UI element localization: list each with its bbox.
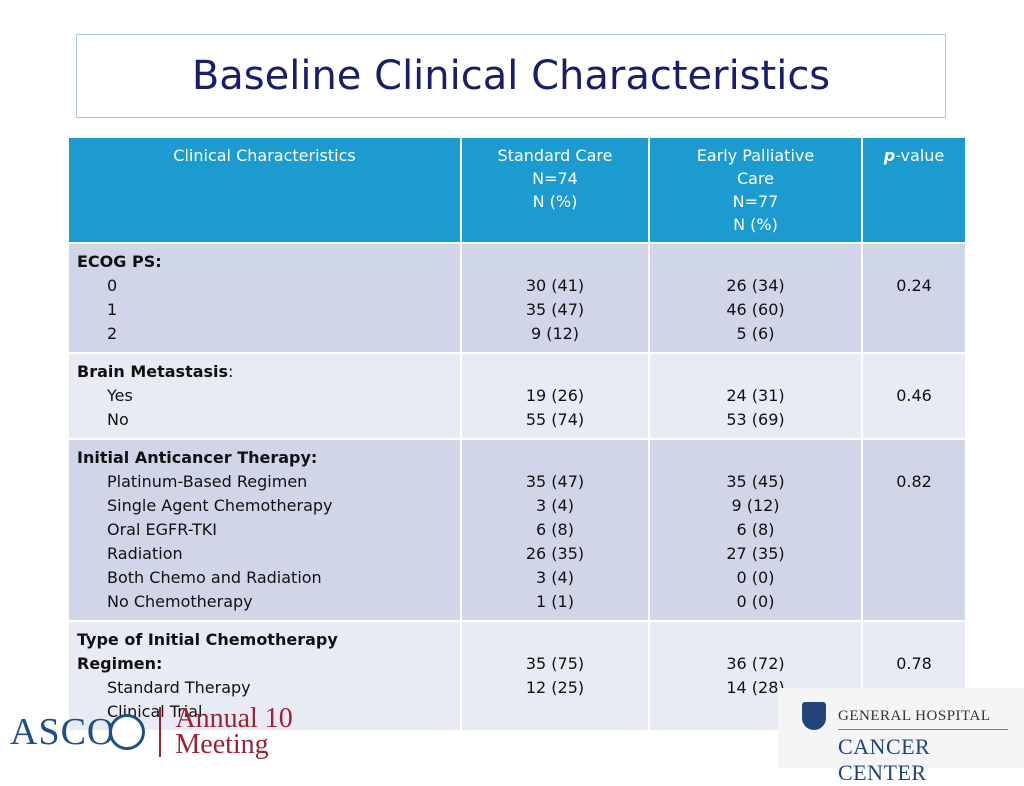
header-col3-line4: N (%) — [733, 215, 778, 234]
value: 24 (31) — [726, 386, 785, 405]
group-item: Radiation — [107, 544, 183, 563]
crest-icon — [802, 702, 826, 730]
group-item: No Chemotherapy — [107, 592, 253, 611]
value: 12 (25) — [525, 678, 585, 697]
group-item: Both Chemo and Radiation — [107, 568, 322, 587]
header-col3-line3: N=77 — [732, 192, 779, 211]
value: 19 (26) — [525, 386, 585, 405]
p-value: 0.82 — [896, 472, 932, 491]
group-label-line2: Regimen: — [77, 654, 163, 673]
slide-title: Baseline Clinical Characteristics — [191, 53, 831, 99]
p-value-cell: 0.24 — [861, 242, 967, 354]
group-label: Type of Initial Chemotherapy — [77, 630, 338, 649]
value: 46 (60) — [726, 300, 785, 319]
standard-care-cell: 30 (41) 35 (47) 9 (12) — [460, 242, 650, 354]
table-row: ECOG PS: 0 1 2 30 (41) 35 (47) 9 (12) 26… — [67, 242, 967, 354]
value: 35 (47) — [525, 300, 585, 319]
palliative-care-cell: 24 (31) 53 (69) — [648, 352, 863, 440]
group-item: Single Agent Chemotherapy — [107, 496, 333, 515]
header-col2-line2: N=74 — [532, 169, 578, 188]
group-item: 1 — [107, 300, 118, 319]
header-col2-line1: Standard Care — [497, 146, 613, 165]
table-header-row: Clinical Characteristics Standard Care N… — [67, 136, 967, 244]
group-item: No — [107, 410, 129, 429]
logo-divider-line — [838, 729, 1008, 730]
row-label-cell: Initial Anticancer Therapy: Platinum-Bas… — [67, 438, 462, 622]
characteristics-table: Clinical Characteristics Standard Care N… — [67, 136, 967, 732]
standard-care-cell: 35 (47) 3 (4) 6 (8) 26 (35) 3 (4) 1 (1) — [460, 438, 650, 622]
header-p-value: p-value — [861, 136, 967, 244]
logo-divider — [159, 707, 162, 757]
header-col1-label: Clinical Characteristics — [173, 146, 356, 165]
group-item: Yes — [107, 386, 133, 405]
header-p-rest: -value — [895, 146, 945, 165]
header-p-italic: p — [883, 146, 896, 165]
group-label-suffix: : — [228, 362, 234, 381]
value: 35 (45) — [726, 472, 785, 491]
p-value-cell: 0.46 — [861, 352, 967, 440]
group-item: Standard Therapy — [107, 678, 251, 697]
value: 27 (35) — [726, 544, 785, 563]
value: 26 (35) — [525, 544, 585, 563]
row-label-cell: Type of Initial Chemotherapy Regimen: St… — [67, 620, 462, 732]
value: 6 (8) — [736, 520, 775, 539]
standard-care-cell: 19 (26) 55 (74) — [460, 352, 650, 440]
palliative-care-cell: 26 (34) 46 (60) 5 (6) — [648, 242, 863, 354]
value: 53 (69) — [726, 410, 785, 429]
header-clinical-characteristics: Clinical Characteristics — [67, 136, 462, 244]
asco-logo: ASCO Annual 10 Meeting — [10, 702, 293, 762]
value: 3 (4) — [536, 568, 574, 587]
group-item: 2 — [107, 324, 118, 343]
p-value: 0.78 — [896, 654, 932, 673]
table-row: Type of Initial Chemotherapy Regimen: St… — [67, 620, 967, 732]
p-value: 0.46 — [896, 386, 932, 405]
header-standard-care: Standard Care N=74 N (%) — [460, 136, 650, 244]
header-col2-line3: N (%) — [532, 192, 578, 211]
value: 35 (47) — [525, 472, 585, 491]
value: 3 (4) — [536, 496, 574, 515]
mgh-cancer-center-text: CANCER CENTER — [838, 734, 931, 785]
globe-icon — [109, 714, 146, 750]
group-item: Platinum-Based Regimen — [107, 472, 308, 491]
mgh-general-hospital-text: GENERAL HOSPITAL — [838, 708, 991, 724]
palliative-care-cell: 35 (45) 9 (12) 6 (8) 27 (35) 0 (0) 0 (0) — [648, 438, 863, 622]
annual-meeting-line1: Annual 10 — [175, 703, 293, 734]
header-col3-line2: Care — [736, 169, 775, 188]
header-early-palliative-care: Early Palliative Care N=77 N (%) — [648, 136, 863, 244]
p-value-cell: 0.82 — [861, 438, 967, 622]
row-label-cell: Brain Metastasis: Yes No — [67, 352, 462, 440]
group-label: Initial Anticancer Therapy: — [77, 448, 318, 467]
standard-care-cell: 35 (75) 12 (25) — [460, 620, 650, 732]
value: 35 (75) — [525, 654, 585, 673]
value: 1 (1) — [536, 592, 574, 611]
value: 5 (6) — [736, 324, 775, 343]
annual-meeting-line2: Meeting — [175, 729, 269, 760]
value: 9 (12) — [731, 496, 780, 515]
table-row: Brain Metastasis: Yes No 19 (26) 55 (74)… — [67, 352, 967, 440]
value: 9 (12) — [530, 324, 580, 343]
mgh-cancer-center-logo: GENERAL HOSPITAL CANCER CENTER — [778, 688, 1024, 785]
table-row: Initial Anticancer Therapy: Platinum-Bas… — [67, 438, 967, 622]
p-value: 0.24 — [896, 276, 932, 295]
group-item: Oral EGFR-TKI — [107, 520, 217, 539]
value: 0 (0) — [736, 568, 775, 587]
title-box: Baseline Clinical Characteristics — [76, 34, 946, 118]
value: 14 (28) — [726, 678, 785, 697]
annual-meeting-text: Annual 10 Meeting — [175, 703, 293, 760]
group-item: 0 — [107, 276, 118, 295]
row-label-cell: ECOG PS: 0 1 2 — [67, 242, 462, 354]
value: 30 (41) — [525, 276, 585, 295]
value: 0 (0) — [736, 592, 775, 611]
asco-logo-text: ASCO — [10, 711, 116, 753]
group-label: ECOG PS: — [77, 252, 162, 271]
value: 55 (74) — [525, 410, 585, 429]
header-col3-line1: Early Palliative — [696, 146, 815, 165]
value: 26 (34) — [726, 276, 785, 295]
group-label: Brain Metastasis — [77, 362, 229, 381]
value: 6 (8) — [536, 520, 574, 539]
value: 36 (72) — [726, 654, 785, 673]
